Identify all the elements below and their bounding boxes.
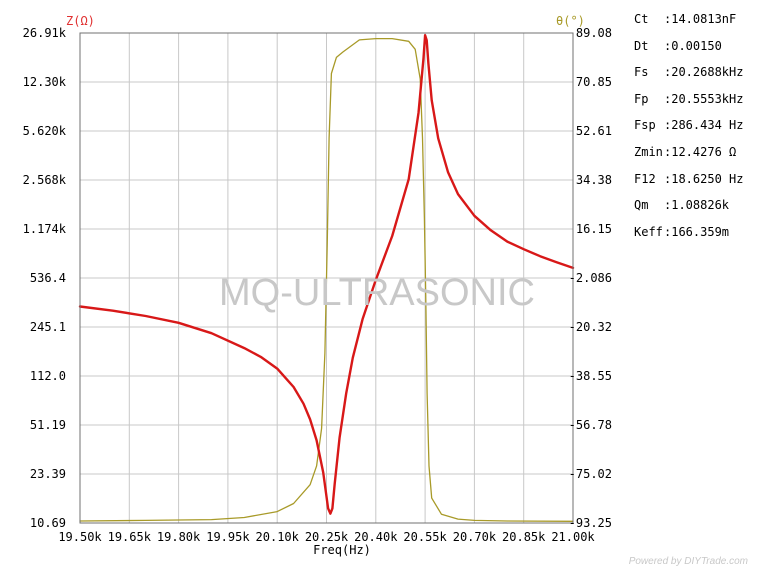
parameter-value: :18.6250 Hz (664, 171, 744, 186)
x-tick-label: 19.65k (108, 530, 152, 544)
left-tick-label: 51.19 (30, 418, 66, 432)
parameter-name: Zmin (634, 144, 663, 159)
x-tick-label: 19.50k (58, 530, 102, 544)
parameter-name: Fsp (634, 118, 656, 133)
parameter-name: F12 (634, 171, 656, 186)
impedance-series-line (78, 34, 575, 515)
parameter-name: Qm (634, 198, 649, 213)
series-layer (78, 34, 575, 522)
right-tick-label: -20.32 (569, 320, 612, 334)
right-tick-label: 89.08 (576, 26, 612, 40)
right-axis-label: θ(°) (556, 14, 585, 28)
right-tick-label: 52.61 (576, 124, 612, 138)
parameter-row: Dt :0.00150 (634, 38, 743, 65)
left-tick-label: 26.91k (23, 26, 67, 40)
left-tick-label: 2.568k (23, 173, 67, 187)
parameter-value: :166.359m (664, 224, 730, 239)
right-tick-label: -93.25 (569, 516, 612, 530)
x-tick-label: 21.00k (551, 530, 595, 544)
parameter-row: Fp :20.5553kHz (634, 91, 743, 118)
x-tick-label: 20.70k (453, 530, 497, 544)
parameter-row: Zmin:12.4276 Ω (634, 144, 743, 171)
parameter-value: :20.2688kHz (664, 65, 744, 80)
parameter-name: Dt (634, 38, 649, 53)
right-tick-label: 34.38 (576, 173, 612, 187)
right-axis-ticks: 89.08 70.85 52.61 34.38 16.15 -2.086 -20.32 -38… (569, 26, 612, 530)
x-tick-label: 20.25k (305, 530, 349, 544)
right-tick-label: -2.086 (569, 271, 612, 285)
parameter-row: Qm :1.08826k (634, 197, 743, 224)
left-tick-label: 5.620k (23, 124, 67, 138)
parameter-value: :20.5553kHz (664, 91, 744, 106)
left-tick-label: 23.39 (30, 467, 66, 481)
watermark: MQ-ULTRASONIC (219, 272, 535, 314)
x-axis-label: Freq(Hz) (313, 543, 371, 557)
left-tick-label: 536.4 (30, 271, 66, 285)
right-tick-label: 16.15 (576, 222, 612, 236)
left-tick-label: 245.1 (30, 320, 66, 334)
x-tick-label: 20.40k (354, 530, 398, 544)
parameter-row: F12 :18.6250 Hz (634, 171, 743, 198)
right-tick-label: 70.85 (576, 75, 612, 89)
x-tick-label: 20.85k (502, 530, 546, 544)
parameter-value: :286.434 Hz (664, 118, 744, 133)
left-tick-label: 1.174k (23, 222, 67, 236)
x-tick-label: 19.95k (206, 530, 250, 544)
left-tick-label: 112.0 (30, 369, 66, 383)
parameter-value: :1.08826k (664, 198, 730, 213)
parameter-name: Ct (634, 12, 649, 26)
credit-text: Powered by DIYTrade.com (629, 556, 748, 567)
parameter-row: Keff:166.359m (634, 224, 743, 251)
plot-frame (79, 32, 574, 524)
right-tick-label: -56.78 (569, 418, 612, 432)
parameter-row: Fsp :286.434 Hz (634, 117, 743, 144)
phase-series-line (79, 37, 574, 522)
right-tick-label: -75.02 (569, 467, 612, 481)
right-tick-label: -38.55 (569, 369, 612, 383)
parameter-name: Fp (634, 91, 649, 106)
parameter-panel: Ct :14.0813nF Dt :0.00150 Fs :20.2688kHz Fp :20… (634, 11, 743, 250)
parameter-name: Fs (634, 65, 649, 80)
parameter-row: Ct :14.0813nF (634, 11, 743, 38)
parameter-value: :12.4276 Ω (664, 144, 737, 159)
parameter-value: :0.00150 (664, 38, 722, 53)
left-tick-label: 10.69 (30, 516, 66, 530)
parameter-value: :14.0813nF (664, 12, 737, 26)
parameter-name: Keff (634, 224, 663, 239)
x-tick-label: 20.55k (403, 530, 447, 544)
left-axis-label: Z(Ω) (66, 14, 95, 28)
left-axis-ticks: 26.91k 12.30k 5.620k 2.568k 1.174k 536.4 245.1… (23, 26, 67, 530)
parameter-row: Fs :20.2688kHz (634, 64, 743, 91)
left-tick-label: 12.30k (23, 75, 67, 89)
x-axis-ticks: 19.50k 19.65k 19.80k 19.95k 20.10k 20.25k 20.4… (58, 530, 595, 544)
x-tick-label: 20.10k (256, 530, 300, 544)
x-tick-label: 19.80k (157, 530, 201, 544)
